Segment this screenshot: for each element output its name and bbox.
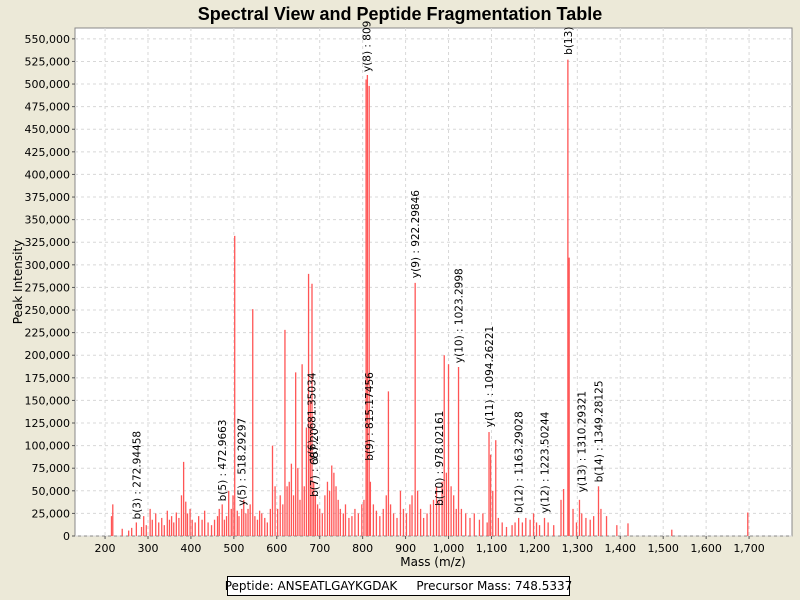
y-tick-label: 250,000 (25, 304, 71, 317)
fragment-label: b(10) : 978.02161 (434, 411, 446, 506)
y-tick-label: 450,000 (25, 123, 71, 136)
fragment-label: b(7) : 687.20 (309, 428, 321, 497)
fragment-label: b(5) : 472.9663 (217, 420, 229, 502)
x-tick-label: 200 (95, 542, 116, 555)
x-tick-label: 1,500 (647, 542, 679, 555)
x-tick-label: 1,100 (476, 542, 508, 555)
y-tick-label: 550,000 (25, 33, 71, 46)
x-tick-label: 900 (395, 542, 416, 555)
fragment-label: y(8) : 809 (362, 21, 374, 72)
y-tick-label: 475,000 (25, 101, 71, 114)
fragment-label: b(13) (563, 27, 575, 55)
y-tick-label: 425,000 (25, 146, 71, 159)
y-tick-label: 25,000 (32, 507, 71, 520)
fragment-label: b(14) : 1349.28125 (593, 380, 605, 482)
y-tick-label: 175,000 (25, 372, 71, 385)
peptide-info-box: Peptide: ANSEATLGAYKGDAK Precursor Mass:… (224, 576, 573, 596)
x-tick-label: 700 (309, 542, 330, 555)
x-tick-label: 300 (137, 542, 158, 555)
fragment-label: y(6) : 681.35034 (307, 372, 319, 460)
plot-area (74, 27, 793, 537)
y-tick-label: 0 (63, 530, 70, 543)
x-tick-label: 1,300 (562, 542, 594, 555)
fragment-label: y(12) : 1223.50244 (539, 411, 551, 513)
x-tick-label: 1,700 (733, 542, 765, 555)
y-tick-label: 225,000 (25, 327, 71, 340)
y-tick-label: 50,000 (32, 485, 71, 498)
axes: 0 25,000 50,000 75,000 100,000 125,000 150,000… (25, 33, 765, 555)
x-axis-label: Mass (m/z) (400, 555, 465, 569)
x-tick-label: 1,400 (605, 542, 637, 555)
fragment-annotations: b(3) : 272.94458 b(5) : 472.9663 y(5) : 51… (131, 21, 605, 520)
fragment-label: y(5) : 518.29297 (237, 418, 249, 506)
fragment-label: b(9) : 815.17456 (364, 372, 376, 461)
precursor-mass-label: Precursor Mass: 748.5337 (416, 579, 573, 593)
y-tick-label: 500,000 (25, 78, 71, 91)
y-tick-label: 275,000 (25, 281, 71, 294)
y-tick-label: 525,000 (25, 55, 71, 68)
y-tick-label: 200,000 (25, 349, 71, 362)
fragment-label: b(3) : 272.94458 (131, 431, 143, 520)
peptide-label: Peptide: ANSEATLGAYKGDAK (224, 579, 398, 593)
grid-lines (75, 28, 792, 537)
fragment-label: y(9) : 922.29846 (410, 190, 422, 278)
peak-bars (110, 59, 749, 536)
y-tick-label: 350,000 (25, 214, 71, 227)
y-tick-label: 325,000 (25, 236, 71, 249)
y-tick-label: 400,000 (25, 168, 71, 181)
x-tick-label: 400 (180, 542, 201, 555)
x-tick-label: 800 (352, 542, 373, 555)
fragment-label: b(12) : 1163.29028 (514, 411, 526, 513)
fragment-label: y(11) : 1094.26221 (484, 326, 496, 427)
x-tick-label: 1,000 (433, 542, 465, 555)
legend-spacer (397, 579, 416, 593)
x-tick-label: 1,600 (690, 542, 722, 555)
chart-title: Spectral View and Peptide Fragmentation … (198, 4, 602, 24)
y-tick-label: 300,000 (25, 259, 71, 272)
x-tick-label: 500 (223, 542, 244, 555)
y-tick-label: 125,000 (25, 417, 71, 430)
y-tick-label: 150,000 (25, 394, 71, 407)
y-tick-label: 75,000 (32, 462, 71, 475)
x-tick-label: 600 (266, 542, 287, 555)
fragment-label: y(13) : 1310.29321 (577, 391, 589, 492)
y-tick-label: 100,000 (25, 440, 71, 453)
x-tick-label: 1,200 (519, 542, 551, 555)
y-axis-label: Peak Intensity (11, 240, 25, 325)
fragment-label: y(10) : 1023.2998 (454, 268, 466, 363)
y-tick-label: 375,000 (25, 191, 71, 204)
